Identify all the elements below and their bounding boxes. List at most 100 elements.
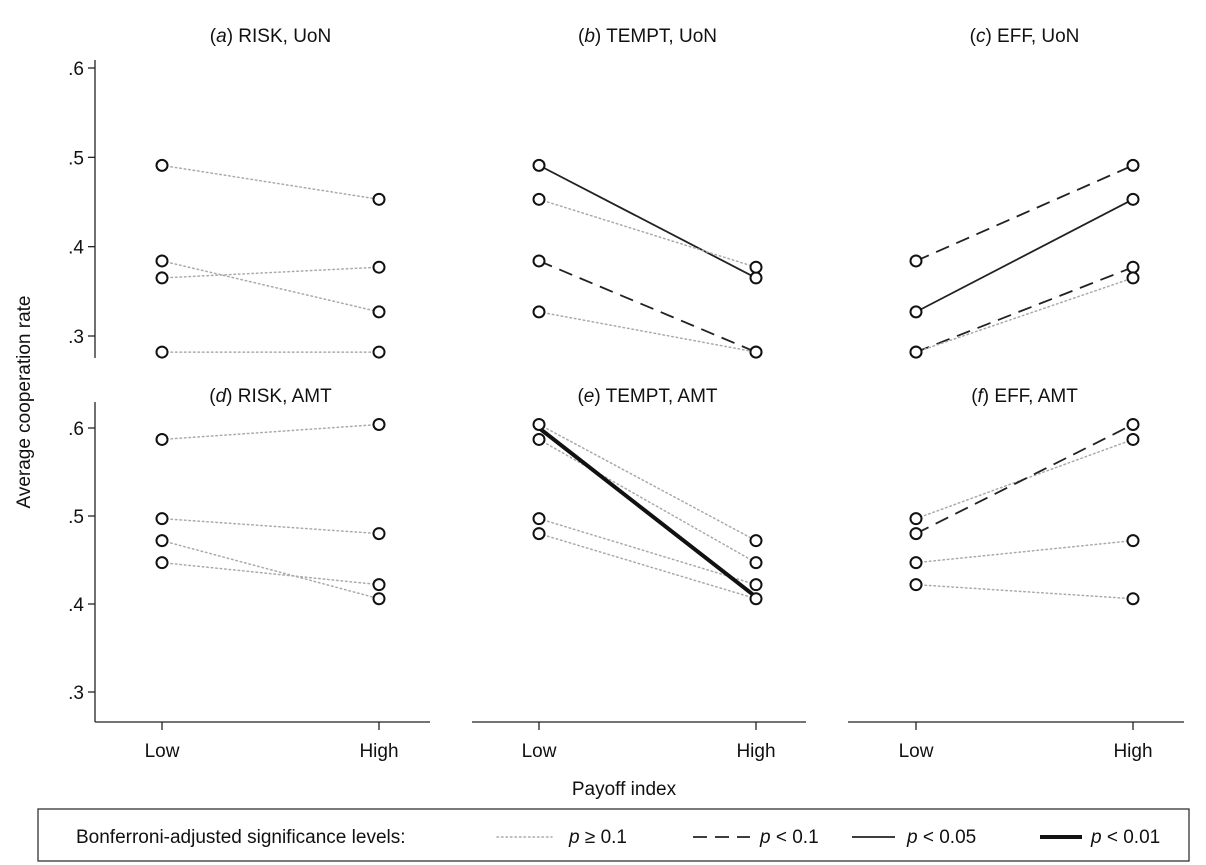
data-point: [749, 578, 763, 592]
y-tick-label: .5: [68, 148, 84, 169]
data-point: [155, 345, 169, 359]
data-point: [155, 556, 169, 570]
data-point: [532, 417, 546, 431]
series-line: [537, 426, 758, 599]
data-point: [372, 345, 386, 359]
y-tick-label: .5: [68, 507, 84, 528]
x-tick-label: High: [1113, 741, 1152, 762]
series-line: [161, 561, 380, 586]
x-tick-label: Low: [145, 741, 180, 762]
legend-item: p ≥ 0.1: [496, 827, 627, 848]
legend-box: [37, 808, 1190, 862]
series-line: [538, 438, 757, 564]
legend-label: p < 0.05: [906, 827, 976, 848]
x-axis-title: Payoff index: [572, 779, 677, 800]
panel-title: (c) EFF, UoN: [970, 26, 1080, 47]
data-point: [532, 527, 546, 541]
panels: .3 .4 .5 .6 .3 .4 .5 .6 Low High Low High Low High (a)…: [68, 26, 1184, 762]
data-point: [909, 556, 923, 570]
data-point: [532, 305, 546, 319]
series-line: [538, 164, 757, 279]
legend-label: p < 0.01: [1090, 827, 1160, 848]
data-point: [1126, 592, 1140, 606]
panel-title: (f) EFF, AMT: [971, 386, 1078, 407]
series-line: [538, 517, 757, 586]
series-line: [915, 539, 1134, 564]
data-point: [532, 432, 546, 446]
panel-title: (d) RISK, AMT: [209, 386, 332, 407]
data-point: [749, 534, 763, 548]
y-tick-label: .3: [68, 327, 84, 348]
panel-e: (e) TEMPT, AMT: [532, 386, 763, 606]
series-line: [915, 583, 1134, 600]
series-line: [538, 260, 757, 353]
data-point: [155, 254, 169, 268]
data-point: [1126, 192, 1140, 206]
panel-f: (f) EFF, AMT: [909, 386, 1140, 606]
data-point: [1126, 432, 1140, 446]
series-line: [161, 539, 380, 600]
data-point: [1126, 534, 1140, 548]
data-point: [372, 305, 386, 319]
y-tick-label: .4: [68, 595, 84, 616]
series-line: [161, 266, 380, 279]
data-point: [749, 260, 763, 274]
series-line: [161, 260, 380, 313]
data-point: [909, 305, 923, 319]
y-tick-label: .6: [68, 59, 84, 80]
data-point: [1126, 271, 1140, 285]
data-point: [749, 556, 763, 570]
series-line: [538, 198, 757, 268]
data-point: [909, 254, 923, 268]
data-point: [155, 534, 169, 548]
data-point: [372, 192, 386, 206]
y-axis-row-2: .3 .4 .5 .6: [68, 402, 96, 722]
legend: Bonferroni-adjusted significance levels:…: [37, 808, 1190, 862]
x-tick-label: High: [359, 741, 398, 762]
x-tick-label: Low: [899, 741, 934, 762]
legend-item: p < 0.05: [852, 827, 976, 848]
data-point: [749, 271, 763, 285]
series-line: [915, 423, 1134, 535]
data-point: [1126, 158, 1140, 172]
series-line: [915, 164, 1134, 262]
panel-b: (b) TEMPT, UoN: [532, 26, 763, 359]
legend-label: p ≥ 0.1: [568, 827, 627, 848]
y-axis-row-1: .3 .4 .5 .6: [68, 59, 96, 358]
data-point: [909, 527, 923, 541]
data-point: [749, 345, 763, 359]
series-line: [915, 198, 1134, 313]
data-point: [532, 192, 546, 206]
x-axis-col-1: Low High: [95, 721, 430, 762]
data-point: [532, 512, 546, 526]
data-point: [909, 578, 923, 592]
series-line: [915, 277, 1134, 353]
x-axis-col-3: Low High: [848, 721, 1184, 762]
series-line: [161, 164, 380, 201]
x-tick-label: Low: [522, 741, 557, 762]
series-line: [915, 266, 1134, 353]
y-tick-label: .6: [68, 419, 84, 440]
y-axis-title: Average cooperation rate: [14, 295, 35, 508]
data-point: [532, 254, 546, 268]
data-point: [909, 345, 923, 359]
y-axis-title-group: Average cooperation rate: [14, 295, 35, 508]
y-tick-label: .3: [68, 683, 84, 704]
data-point: [372, 527, 386, 541]
series-line: [161, 517, 380, 535]
data-point: [155, 271, 169, 285]
series-line: [538, 311, 757, 353]
panel-title: (e) TEMPT, AMT: [577, 386, 717, 407]
data-point: [372, 260, 386, 274]
data-point: [749, 592, 763, 606]
panel-title: (a) RISK, UoN: [210, 26, 331, 47]
series-line: [161, 423, 380, 441]
data-point: [372, 417, 386, 431]
series-line: [538, 423, 757, 542]
y-tick-label: .4: [68, 238, 84, 259]
legend-label: p < 0.1: [759, 827, 819, 848]
x-tick-label: High: [736, 741, 775, 762]
data-point: [372, 592, 386, 606]
x-axis-col-2: Low High: [472, 721, 806, 762]
